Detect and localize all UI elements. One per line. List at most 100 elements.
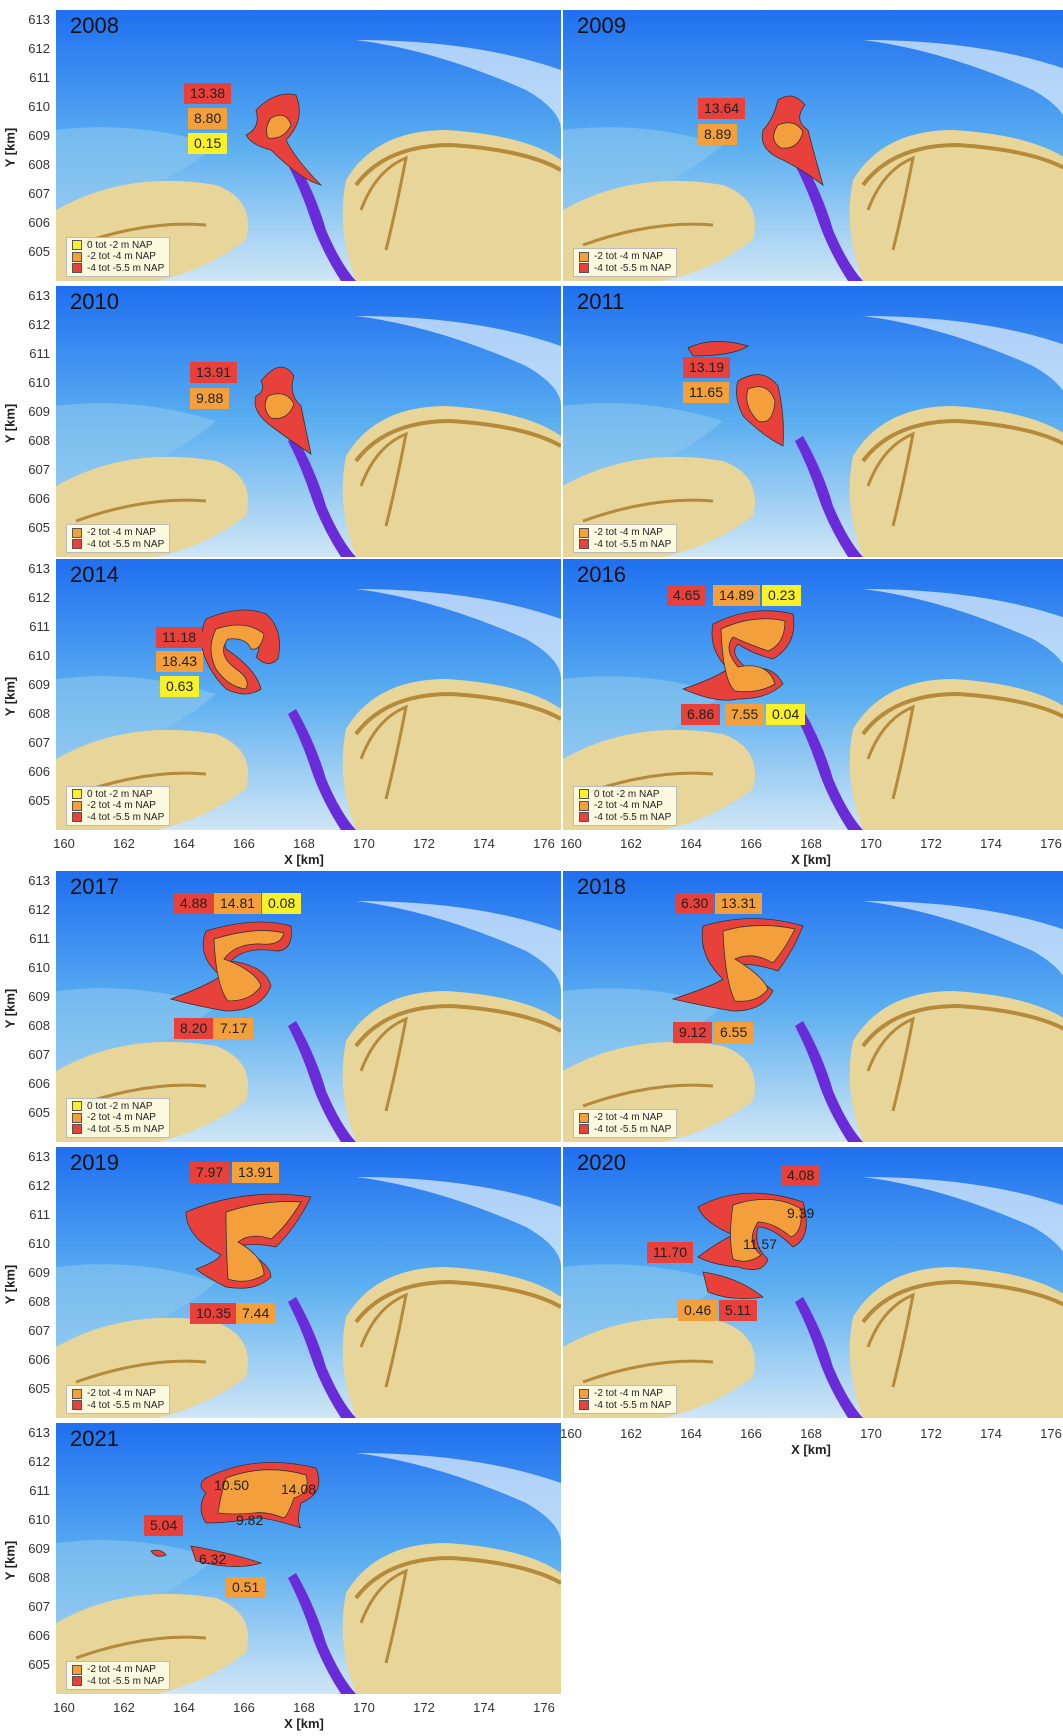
- depth-legend: -2 tot -4 m NAP -4 tot -5.5 m NAP: [573, 1109, 678, 1138]
- y-tick: 610: [28, 99, 50, 114]
- legend-entry: -2 tot -4 m NAP: [579, 251, 671, 263]
- y-tick: 612: [28, 902, 50, 917]
- legend-entry: -2 tot -4 m NAP: [72, 527, 164, 539]
- y-tick: 605: [28, 244, 50, 259]
- bathymetry-map: [56, 559, 561, 830]
- island-east: [849, 1267, 1063, 1418]
- dune-ridge-west: [582, 1359, 714, 1384]
- y-tick: 608: [28, 1018, 50, 1033]
- legend-entry: -2 tot -4 m NAP: [72, 1112, 164, 1124]
- volume-label: 14.81: [214, 893, 262, 914]
- tidal-channel: [288, 436, 356, 557]
- dune-ridge-east: [354, 1279, 561, 1324]
- y-tick: 613: [28, 1425, 50, 1440]
- panel-year: 2009: [577, 13, 626, 38]
- y-tick: 605: [28, 793, 50, 808]
- volume-label: 9.82: [236, 1512, 264, 1528]
- shoal-orange-2: [746, 386, 776, 423]
- legend-swatch: [579, 1112, 589, 1123]
- volume-label: 8.20: [174, 1018, 214, 1039]
- map-panel-2017: 2017 4.88 14.81 0.08 8.20 7.17 0 tot -2 m NAP -…: [56, 871, 561, 1142]
- legend-swatch: [72, 1664, 82, 1675]
- wave-band: [863, 901, 1063, 976]
- y-tick: 610: [28, 648, 50, 663]
- legend-swatch: [579, 1400, 589, 1411]
- tidal-channel: [795, 436, 863, 557]
- legend-swatch: [72, 240, 82, 251]
- shoal-orange-1: [266, 114, 292, 139]
- legend-swatch: [72, 1101, 82, 1112]
- shoal-orange-1: [264, 393, 295, 419]
- volume-label: 7.17: [214, 1018, 254, 1039]
- dune-ridge-west: [582, 1083, 714, 1108]
- legend-entry: -4 tot -5.5 m NAP: [72, 812, 164, 824]
- legend-swatch: [579, 800, 589, 811]
- x-axis-label: X [km]: [791, 852, 831, 867]
- y-axis-label: Y [km]: [2, 988, 18, 1029]
- bathymetry-map: [56, 1147, 561, 1418]
- dune-ridge-east: [354, 418, 561, 463]
- panel-year: 2019: [70, 1150, 119, 1175]
- legend-label: -4 tot -5.5 m NAP: [87, 1123, 165, 1135]
- legend-entry: -2 tot -4 m NAP: [72, 251, 164, 263]
- volume-label: 11.18: [156, 627, 202, 648]
- bathymetry-map: [563, 871, 1063, 1142]
- wave-band: [863, 1177, 1063, 1252]
- volume-label: 13.64: [698, 98, 746, 119]
- y-tick: 606: [28, 1352, 50, 1367]
- map-panel-2009: 2009 13.64 8.89 -2 tot -4 m NAP -4 tot -5.5 …: [563, 10, 1063, 281]
- legend-label: -4 tot -5.5 m NAP: [87, 538, 165, 550]
- volume-label: 0.08: [262, 893, 302, 914]
- legend-swatch: [579, 251, 589, 262]
- legend-entry: 0 tot -2 m NAP: [72, 240, 164, 252]
- legend-swatch: [72, 1112, 82, 1123]
- legend-entry: -4 tot -5.5 m NAP: [72, 1676, 164, 1688]
- x-tick: 172: [920, 1426, 942, 1441]
- legend-label: -4 tot -5.5 m NAP: [594, 1399, 672, 1411]
- wave-band: [863, 316, 1063, 391]
- y-tick: 611: [29, 931, 50, 946]
- shoal-red-0: [687, 341, 749, 357]
- legend-swatch: [579, 527, 589, 538]
- map-panel-2021: 2021 10.50 14.08 9.82 5.04 6.32 0.51 -2 tot -4 …: [56, 1423, 561, 1694]
- legend-swatch: [579, 1124, 589, 1135]
- legend-label: -4 tot -5.5 m NAP: [594, 538, 672, 550]
- y-tick: 609: [28, 989, 50, 1004]
- salt-marsh: [359, 1016, 408, 1112]
- y-tick: 611: [29, 1483, 50, 1498]
- y-tick: 607: [28, 462, 50, 477]
- y-tick: 613: [28, 12, 50, 27]
- legend-entry: -4 tot -5.5 m NAP: [579, 812, 671, 824]
- bathymetry-map: [56, 1423, 561, 1694]
- panel-year: 2017: [70, 874, 119, 899]
- island-east: [342, 406, 561, 557]
- tidal-channel: [288, 709, 356, 830]
- legend-label: 0 tot -2 m NAP: [87, 788, 153, 800]
- x-tick: 172: [413, 1700, 435, 1715]
- y-tick: 605: [28, 1381, 50, 1396]
- x-tick: 170: [860, 836, 882, 851]
- dune-ridge-east: [861, 142, 1063, 187]
- x-tick: 160: [560, 836, 582, 851]
- bathymetry-map: [56, 10, 561, 281]
- island-east: [849, 679, 1063, 830]
- x-tick: 174: [980, 1426, 1002, 1441]
- x-tick: 174: [473, 836, 495, 851]
- legend-swatch: [72, 800, 82, 811]
- volume-label: 0.23: [762, 585, 802, 606]
- y-tick: 612: [28, 1178, 50, 1193]
- y-tick: 613: [28, 873, 50, 888]
- volume-label: 11.57: [743, 1236, 777, 1252]
- x-tick: 162: [620, 836, 642, 851]
- y-tick: 607: [28, 735, 50, 750]
- volume-label: 14.08: [281, 1481, 317, 1497]
- dune-ridge-west: [75, 498, 207, 523]
- x-tick: 168: [293, 1700, 315, 1715]
- bathymetry-map: [56, 871, 561, 1142]
- panel-year: 2014: [70, 562, 119, 587]
- island-east: [849, 991, 1063, 1142]
- volume-label: 5.11: [719, 1300, 758, 1321]
- y-tick: 613: [28, 1149, 50, 1164]
- x-tick: 164: [680, 1426, 702, 1441]
- x-tick: 160: [53, 836, 75, 851]
